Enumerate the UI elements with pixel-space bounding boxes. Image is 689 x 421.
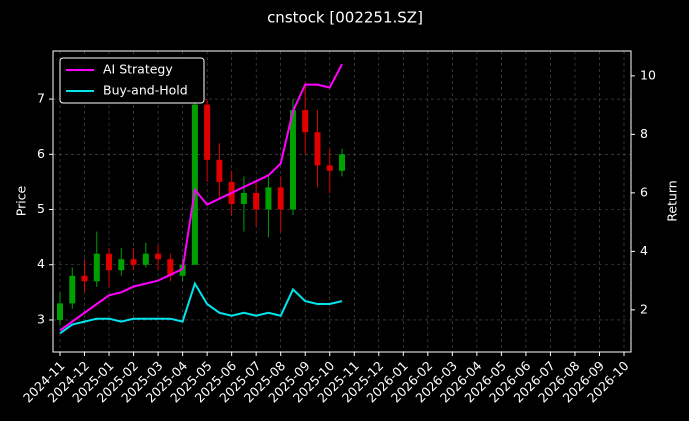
legend-label: AI Strategy	[103, 62, 173, 77]
candle-body	[167, 259, 174, 276]
candle-body	[130, 259, 137, 265]
candle-body	[204, 104, 211, 160]
y-axis-label: Price	[14, 185, 29, 216]
candle-body	[118, 259, 125, 271]
candle-body	[179, 264, 186, 276]
candle-body	[155, 253, 162, 260]
y2-tick-label: 10	[640, 67, 656, 82]
y2-tick-label: 4	[640, 243, 648, 258]
candle-body	[216, 159, 223, 182]
y-tick-label: 6	[37, 146, 45, 161]
candle-body	[314, 132, 321, 166]
candle-body	[81, 275, 88, 282]
y-tick-label: 3	[37, 311, 45, 326]
y2-tick-label: 2	[640, 301, 648, 316]
chart-title: cnstock [002251.SZ]	[267, 9, 423, 27]
candle-body	[57, 303, 63, 320]
y-tick-label: 5	[37, 201, 45, 216]
plot-frame	[52, 50, 632, 353]
y-tick-label: 7	[37, 91, 45, 106]
candle-body	[302, 110, 309, 133]
y2-axis-label: Return	[665, 180, 680, 221]
candle-body	[253, 192, 260, 210]
candle-body	[69, 275, 76, 304]
y2-tick-label: 8	[640, 126, 648, 141]
candle-body	[240, 192, 247, 204]
legend-label: Buy-and-Hold	[103, 83, 188, 98]
candle-body	[277, 187, 284, 210]
y-tick-label: 4	[37, 256, 45, 271]
candle-body	[142, 253, 149, 265]
candle-body	[265, 187, 272, 210]
candle-body	[93, 253, 100, 282]
candle-body	[339, 154, 345, 171]
candle-body	[106, 253, 113, 271]
return-line	[59, 63, 343, 332]
return-line	[59, 281, 343, 335]
legend-box	[59, 57, 205, 104]
y2-tick-label: 6	[640, 184, 648, 199]
candle-body	[289, 110, 296, 210]
candle-body	[191, 104, 198, 265]
candle-body	[326, 165, 333, 171]
